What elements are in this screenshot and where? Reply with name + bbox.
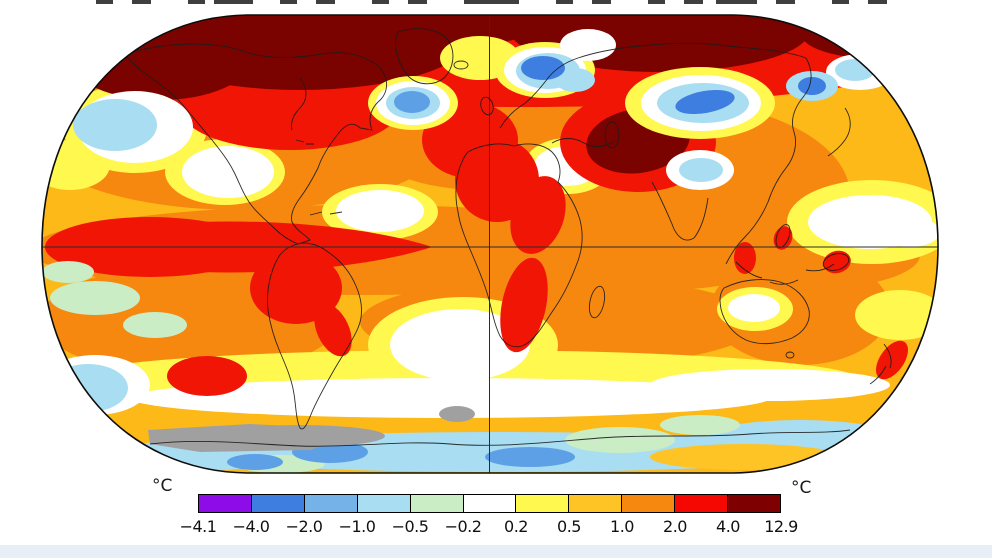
colorbar-tick-label: 0.5: [557, 517, 581, 536]
colorbar-segment: [516, 495, 570, 512]
colorbar-segment: [675, 495, 729, 512]
pale-green-regions: [42, 261, 740, 473]
colorbar-segment: [569, 495, 623, 512]
colorbar-legend: °C °C −4.1 −4.0 −2.0 −1.0 −0.5 −0.2 0.2 0.5 1.0 2…: [0, 470, 992, 545]
no-data-region: [148, 406, 475, 452]
colorbar-tick-label: −2.0: [285, 517, 323, 536]
coastlines: [124, 28, 892, 447]
unit-label-right: °C: [791, 478, 812, 498]
colorbar: [198, 494, 781, 513]
colorbar-tick-label: 2.0: [663, 517, 687, 536]
colorbar-tick-label: −4.0: [232, 517, 270, 536]
map-outline: [41, 14, 939, 474]
anomaly-field: [42, 15, 938, 473]
cold-blue-cores: [227, 56, 826, 470]
cropped-title-remnant: [96, 0, 902, 4]
colorbar-tick-label: 0.2: [504, 517, 528, 536]
colorbar-segment: [728, 495, 780, 512]
colorbar-segment: [357, 495, 411, 512]
unit-label-left: °C: [152, 476, 173, 496]
colorbar-tick-label: 12.9: [764, 517, 798, 536]
colorbar-segment: [463, 495, 517, 512]
colorbar-tick-label: −0.2: [444, 517, 482, 536]
colorbar-segment: [622, 495, 676, 512]
colorbar-tick-label: 4.0: [716, 517, 740, 536]
colorbar-tick-label: 1.0: [610, 517, 634, 536]
colorbar-ticks: −4.1 −4.0 −2.0 −1.0 −0.5 −0.2 0.2 0.5 1.0 2.0 4.0 1…: [180, 517, 799, 539]
colorbar-tick-label: −4.1: [179, 517, 217, 536]
colorbar-segment: [199, 495, 252, 512]
colorbar-segment: [410, 495, 464, 512]
colorbar-tick-label: −0.5: [391, 517, 429, 536]
colorbar-tick-label: −1.0: [338, 517, 376, 536]
colorbar-segment: [251, 495, 305, 512]
world-anomaly-map: [41, 14, 939, 474]
footer-strip: [0, 545, 992, 558]
hottest-maroon-regions: [70, 15, 938, 174]
colorbar-segment: [304, 495, 358, 512]
